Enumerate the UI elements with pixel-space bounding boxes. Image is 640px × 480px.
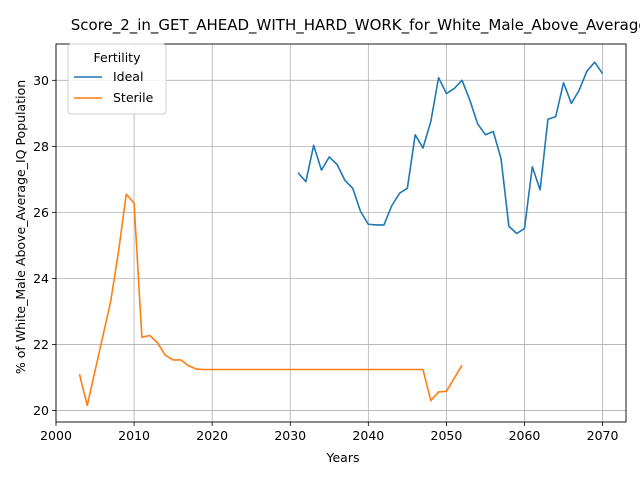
y-tick-label: 30 bbox=[33, 73, 49, 88]
legend-label-sterile: Sterile bbox=[113, 90, 154, 105]
y-axis-ticks: 20 22 24 26 28 30 bbox=[33, 73, 56, 418]
y-tick-label: 20 bbox=[33, 403, 49, 418]
x-tick-label: 2060 bbox=[509, 428, 541, 443]
chart-title: Score_2_in_GET_AHEAD_WITH_HARD_WORK_for_… bbox=[71, 16, 640, 35]
x-axis-label: Years bbox=[326, 450, 360, 465]
axes-frame bbox=[55, 43, 627, 423]
grid-lines bbox=[55, 44, 626, 422]
x-tick-label: 2010 bbox=[118, 428, 150, 443]
legend-box bbox=[67, 43, 167, 115]
x-tick-label: 2070 bbox=[587, 428, 619, 443]
series-line-ideal bbox=[297, 61, 604, 235]
x-tick-label: 2030 bbox=[274, 428, 306, 443]
x-tick-label: 2000 bbox=[40, 428, 72, 443]
y-tick-label: 22 bbox=[33, 337, 49, 352]
y-tick-label: 26 bbox=[33, 205, 49, 220]
x-tick-label: 2040 bbox=[352, 428, 384, 443]
y-axis-label: % of White_Male Above_Average_IQ Populat… bbox=[13, 80, 28, 374]
x-tick-label: 2050 bbox=[431, 428, 463, 443]
y-tick-label: 28 bbox=[33, 139, 49, 154]
legend: Fertility Ideal Sterile bbox=[67, 43, 167, 115]
series-line-sterile bbox=[78, 193, 463, 407]
y-tick-label: 24 bbox=[33, 271, 49, 286]
series-lines bbox=[78, 61, 604, 407]
legend-label-ideal: Ideal bbox=[113, 69, 143, 84]
x-axis-ticks: 2000 2010 2020 2030 2040 2050 2060 2070 bbox=[40, 422, 619, 443]
legend-title: Fertility bbox=[94, 50, 142, 65]
x-tick-label: 2020 bbox=[196, 428, 228, 443]
